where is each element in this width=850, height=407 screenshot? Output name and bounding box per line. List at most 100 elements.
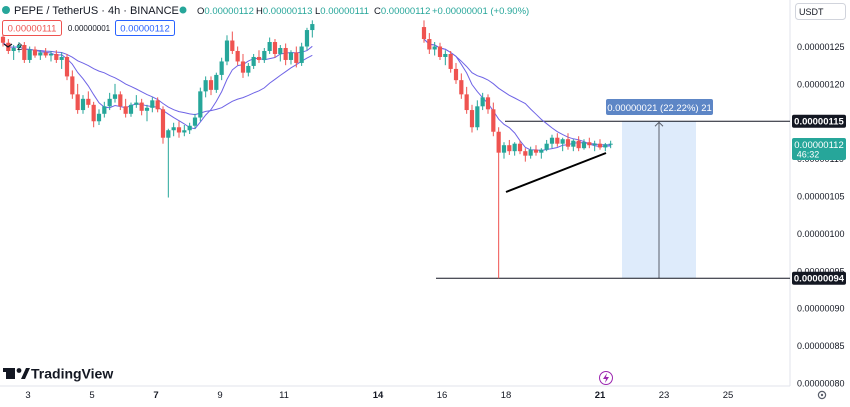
price-axis[interactable]: 0.000001250.000001200.000001150.00000110… <box>797 42 845 388</box>
candle-down[interactable] <box>464 94 469 111</box>
candle-up[interactable] <box>198 91 203 118</box>
candle-up[interactable] <box>251 56 256 66</box>
candle-up[interactable] <box>501 145 507 153</box>
currency-selector[interactable] <box>795 3 846 20</box>
candle-down[interactable] <box>427 39 432 50</box>
candle-up[interactable] <box>187 125 192 131</box>
candle-down[interactable] <box>533 149 539 153</box>
candle-up[interactable] <box>299 46 304 63</box>
candle-down[interactable] <box>421 27 427 40</box>
candle-down[interactable] <box>448 53 453 69</box>
candle-up[interactable] <box>96 113 102 122</box>
candle-up[interactable] <box>480 97 485 107</box>
candle-up[interactable] <box>288 52 294 60</box>
candle-up[interactable] <box>203 80 208 92</box>
candle-up[interactable] <box>144 107 150 111</box>
candle-up[interactable] <box>107 98 112 107</box>
candle-up[interactable] <box>267 42 272 51</box>
candle-up[interactable] <box>59 56 64 60</box>
candle-up[interactable] <box>475 106 480 128</box>
candle-down[interactable] <box>256 56 262 60</box>
indicators-count[interactable]: 2 <box>17 42 22 53</box>
candle-up[interactable] <box>278 47 283 54</box>
settings-gear-icon[interactable] <box>817 390 827 400</box>
candle-down[interactable] <box>75 94 80 111</box>
candle-up[interactable] <box>112 94 118 99</box>
candle-up[interactable] <box>134 102 139 105</box>
candle-up[interactable] <box>182 130 187 133</box>
candle-up[interactable] <box>16 45 22 48</box>
ascending-trendline[interactable] <box>505 152 607 193</box>
candle-down[interactable] <box>240 61 246 73</box>
candle-down[interactable] <box>235 50 240 62</box>
candle-up[interactable] <box>581 142 587 149</box>
candle-up[interactable] <box>608 143 613 145</box>
candle-up[interactable] <box>11 47 16 51</box>
sell-button[interactable] <box>2 20 62 36</box>
candle-down[interactable] <box>283 47 288 60</box>
candle-down[interactable] <box>118 94 123 107</box>
candle-up[interactable] <box>224 40 230 62</box>
candle-down[interactable] <box>576 140 581 149</box>
candle-up[interactable] <box>80 98 86 111</box>
candle-down[interactable] <box>139 102 144 111</box>
candle-down[interactable] <box>587 142 592 146</box>
candle-up[interactable] <box>128 104 134 114</box>
candle-up[interactable] <box>246 65 251 73</box>
candle-up[interactable] <box>512 143 517 152</box>
candle-up[interactable] <box>214 74 219 90</box>
candle-down[interactable] <box>54 53 59 60</box>
candle-down[interactable] <box>555 137 560 144</box>
candle-down[interactable] <box>523 151 528 156</box>
candle-down[interactable] <box>86 98 91 105</box>
candle-up[interactable] <box>48 53 54 56</box>
candle-down[interactable] <box>0 36 6 43</box>
candle-down[interactable] <box>91 104 96 122</box>
candle-down[interactable] <box>70 76 75 95</box>
candle-down[interactable] <box>485 97 491 110</box>
candle-up[interactable] <box>549 137 555 144</box>
candle-up[interactable] <box>571 140 576 147</box>
candle-down[interactable] <box>294 52 299 63</box>
candle-up[interactable] <box>304 30 310 47</box>
candle-down[interactable] <box>230 40 235 51</box>
candle-up[interactable] <box>171 127 176 131</box>
candle-down[interactable] <box>491 109 496 132</box>
candle-down[interactable] <box>507 145 512 152</box>
candle-up[interactable] <box>310 24 315 31</box>
candle-down[interactable] <box>208 80 214 90</box>
chevron-down-icon[interactable] <box>3 43 13 48</box>
candle-up[interactable] <box>592 143 597 146</box>
candle-up[interactable] <box>219 61 224 75</box>
candle-up[interactable] <box>528 149 533 156</box>
candle-down[interactable] <box>32 49 38 56</box>
candle-down[interactable] <box>272 42 278 54</box>
candle-up[interactable] <box>432 46 437 50</box>
candle-down[interactable] <box>496 131 501 153</box>
candle-down[interactable] <box>517 143 523 152</box>
candle-up[interactable] <box>102 106 107 114</box>
candle-down[interactable] <box>160 109 166 138</box>
candle-up[interactable] <box>560 139 565 144</box>
candle-up[interactable] <box>539 149 544 153</box>
candle-up[interactable] <box>443 53 448 57</box>
candle-up[interactable] <box>544 143 549 150</box>
candle-down[interactable] <box>437 46 443 57</box>
candle-up[interactable] <box>27 49 32 60</box>
candle-up[interactable] <box>192 117 198 126</box>
candle-down[interactable] <box>43 52 48 56</box>
candle-down[interactable] <box>123 106 128 114</box>
candle-down[interactable] <box>155 100 160 110</box>
candle-down[interactable] <box>459 80 464 95</box>
candle-down[interactable] <box>64 56 70 77</box>
candle-up[interactable] <box>166 130 171 138</box>
candle-up[interactable] <box>603 144 608 148</box>
candle-down[interactable] <box>22 45 27 60</box>
buy-button[interactable] <box>115 20 175 36</box>
candle-down[interactable] <box>176 127 182 133</box>
time-axis[interactable]: 3 5 7 9 11 14 16 18 21 23 25 <box>25 390 733 401</box>
symbol-title[interactable]: PEPE / TetherUS · 4h · BINANCE <box>14 5 179 17</box>
candle-down[interactable] <box>565 139 571 147</box>
candle-down[interactable] <box>469 110 475 128</box>
